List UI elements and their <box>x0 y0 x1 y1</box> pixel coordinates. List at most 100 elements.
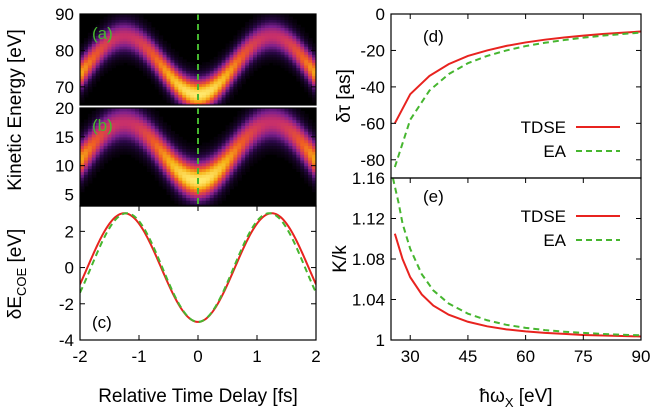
heatmap-cell <box>186 143 191 146</box>
legend-label-tdse: TDSE <box>521 207 566 226</box>
heatmap-cell <box>222 49 227 52</box>
panel-e: (e) 11.041.081.121.1630 45 60 75 90 K/k ħωX … <box>330 169 650 410</box>
heatmap-cell <box>167 43 172 46</box>
panel-b-ytick-label: 10 <box>55 157 74 176</box>
panel-c-ylabel: δECOE [eV] <box>5 229 29 320</box>
panel-b-ytick-label: 15 <box>55 128 74 147</box>
heatmap-cell <box>233 117 238 120</box>
panel-c-xtick-label: -2 <box>72 347 87 366</box>
panel-e-ytick-label: 1 <box>376 331 385 350</box>
panel-c: (c) -4-202-2 -1 0 1 2 δECOE [eV] Relative Ti… <box>5 206 321 407</box>
panel-d-lines <box>395 31 641 167</box>
heatmap-cell <box>182 60 187 63</box>
heatmap-cell <box>206 143 211 146</box>
heatmap-cell <box>178 57 183 60</box>
panel-e-ytick-label: 1.08 <box>352 250 385 269</box>
heatmap-cell <box>84 120 89 123</box>
panel-c-ytick-label: 2 <box>65 222 74 241</box>
heatmap-cell <box>174 134 179 137</box>
panel-e-xlabel: ħωX [eV] <box>479 386 552 410</box>
heatmap-cell <box>159 117 164 120</box>
panel-a-ytick-label: 70 <box>55 78 74 97</box>
panel-d-ytick-label: -40 <box>360 78 385 97</box>
heatmap-cell <box>214 137 219 140</box>
panel-e-tag: (e) <box>423 187 444 206</box>
heatmap-cell <box>300 111 305 114</box>
heatmap-cell <box>186 62 191 65</box>
heatmap-cell <box>292 19 297 22</box>
panel-d-tag: (d) <box>423 27 444 46</box>
heatmap-cell <box>241 27 246 30</box>
panel-c-tag: (c) <box>92 313 112 332</box>
kinetic-energy-ylabel: Kinetic Energy [eV] <box>5 29 26 191</box>
heatmap-cell <box>182 140 187 143</box>
panel-e-ytick-label: 1.16 <box>352 169 385 188</box>
panel-d-legend: TDSEEA <box>521 118 620 161</box>
heatmap-cell <box>300 27 305 30</box>
heatmap-cell <box>163 122 168 125</box>
panel-d-ylabel: δτ [as] <box>334 69 355 123</box>
panel-c-xtick-label: 1 <box>252 347 261 366</box>
heatmap-cell <box>308 38 313 41</box>
heatmap-cell <box>304 114 309 117</box>
legend-label-ea: EA <box>543 142 566 161</box>
panel-e-xtick-label: 60 <box>516 347 535 366</box>
panel-c-lines <box>80 213 316 322</box>
panel-e-legend: TDSE EA <box>521 207 620 250</box>
heatmap-cell <box>100 19 105 22</box>
heatmap-cell <box>202 62 207 65</box>
panel-b-tag: (b) <box>92 116 113 135</box>
panel-d-ytick-label: -60 <box>360 114 385 133</box>
heatmap-cell <box>92 111 97 114</box>
heatmap-cell <box>237 111 242 114</box>
heatmap-cell <box>237 30 242 33</box>
panel-c-ytick-label: 0 <box>65 259 74 278</box>
series-line-tdse <box>395 234 641 337</box>
heatmap-cell <box>155 30 160 33</box>
panel-e-xtick-label: 90 <box>632 347 651 366</box>
panel-b-ytick-label: 20 <box>55 99 74 118</box>
heatmap-cell <box>226 43 231 46</box>
panel-d: (d) -80-60-40-200 δτ [as] TDSEEA <box>334 5 641 178</box>
heatmap-cell <box>229 41 234 44</box>
heatmap-cell <box>163 41 168 44</box>
panel-e-xlabel-main: ħω <box>479 386 505 407</box>
heatmap-cell <box>233 35 238 38</box>
heatmap-cell <box>143 19 148 22</box>
heatmap-cell <box>84 38 89 41</box>
panel-c-xtick-label: 2 <box>311 347 320 366</box>
panel-e-xtick-label: 45 <box>458 347 477 366</box>
heatmap-cell <box>155 111 160 114</box>
heatmap-cell <box>80 122 85 125</box>
heatmap-cell <box>308 120 313 123</box>
panel-c-xtick-label: 0 <box>193 347 202 366</box>
panel-e-ylabel: K/k <box>330 245 351 273</box>
heatmap-cell <box>159 35 164 38</box>
panel-c-ylabel-sub: COE <box>14 268 29 297</box>
heatmap-cell <box>304 33 309 36</box>
panel-e-ytick-label: 1.12 <box>352 210 385 229</box>
panel-e-ytick-label: 1.04 <box>352 291 385 310</box>
heatmap-cell <box>174 51 179 54</box>
heatmap-cell <box>190 143 195 146</box>
heatmap-cell <box>218 51 223 54</box>
panel-d-ytick-label: -20 <box>360 41 385 60</box>
legend-label-ea: EA <box>543 231 566 250</box>
panel-c-xtick-label: -1 <box>131 347 146 366</box>
panel-d-ytick-label: 0 <box>376 5 385 24</box>
heatmap-cell <box>206 62 211 65</box>
heatmap-cell <box>218 134 223 137</box>
heatmap-cell <box>222 131 227 134</box>
heatmap-cell <box>178 137 183 140</box>
heatmap-cell <box>170 131 175 134</box>
panel-b-ytick-label: 5 <box>65 185 74 204</box>
heatmap-cell <box>170 49 175 52</box>
panel-c-ylabel-main: δE <box>5 296 26 319</box>
heatmap-cell <box>288 17 293 20</box>
heatmap-cell <box>104 17 109 20</box>
heatmap-cell <box>226 125 231 128</box>
panel-c-frame <box>80 206 316 340</box>
heatmap-cell <box>210 60 215 63</box>
heatmap-cell <box>147 22 152 25</box>
